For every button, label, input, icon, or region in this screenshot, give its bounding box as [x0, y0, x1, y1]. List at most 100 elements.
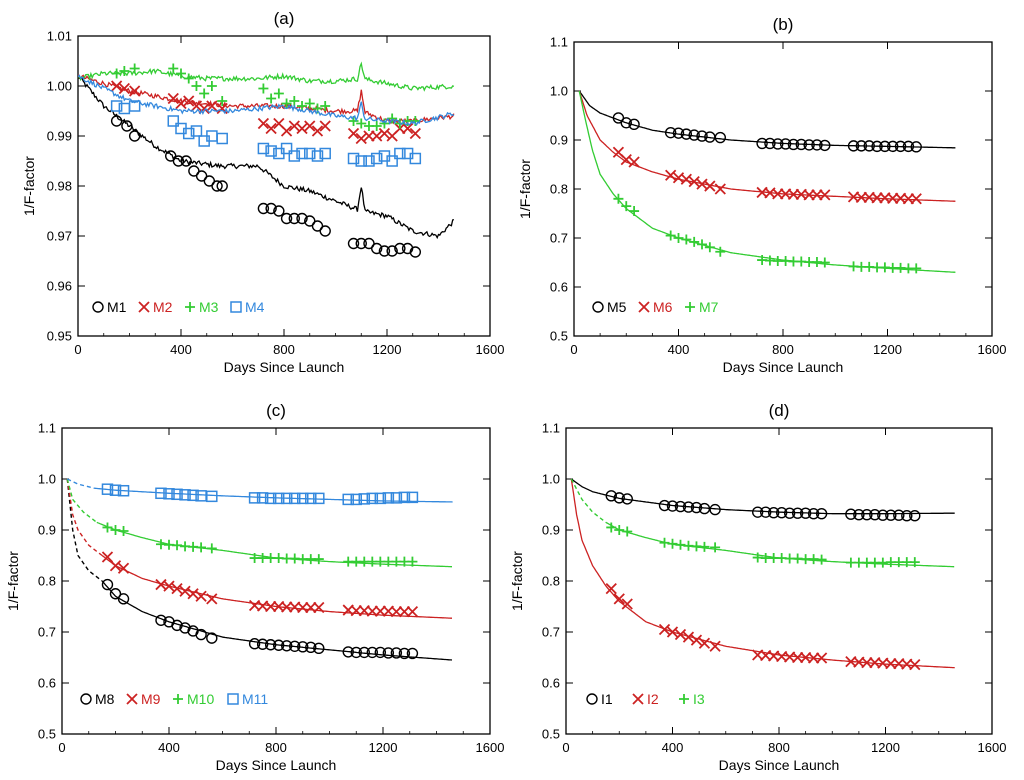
data-point	[171, 583, 183, 595]
series-line	[96, 521, 452, 568]
series-line-dashed	[66, 478, 95, 489]
panel-title: (c)	[266, 401, 286, 420]
data-point	[366, 646, 378, 659]
data-point	[119, 66, 130, 76]
data-point	[847, 140, 860, 152]
legend-label: M5	[607, 299, 627, 315]
data-point	[680, 128, 693, 140]
legend-label: M1	[107, 299, 127, 315]
data-point	[374, 605, 386, 617]
x-tick-label: 1600	[978, 740, 1007, 755]
data-point	[110, 100, 123, 112]
plot-frame	[77, 35, 491, 337]
x-tick-label: 800	[273, 342, 295, 357]
legend-marker	[638, 301, 650, 313]
legend-label: I1	[601, 691, 613, 707]
data-point	[406, 491, 419, 504]
data-point	[168, 63, 179, 74]
data-point	[621, 493, 633, 505]
data-point	[709, 503, 721, 516]
series-line	[78, 75, 455, 240]
data-point	[358, 493, 371, 505]
legend-marker	[685, 302, 695, 312]
data-point	[187, 489, 199, 502]
data-point	[355, 132, 367, 145]
data-point	[815, 507, 828, 520]
data-point	[155, 487, 167, 500]
panel-title: (b)	[773, 15, 794, 34]
data-point	[382, 492, 395, 504]
data-point	[853, 509, 865, 521]
data-point	[265, 202, 277, 215]
data-point	[894, 140, 907, 153]
legend-label: M3	[199, 299, 219, 315]
data-point	[752, 506, 764, 518]
data-point	[347, 237, 360, 250]
data-point	[101, 483, 114, 495]
data-point	[409, 152, 422, 165]
data-point	[121, 120, 133, 132]
data-point	[869, 509, 881, 521]
data-point	[111, 68, 122, 79]
legend-marker	[80, 693, 92, 705]
data-point	[350, 646, 362, 659]
x-tick-label: 1600	[978, 342, 1007, 357]
data-point	[195, 628, 207, 641]
series-I3	[570, 478, 955, 568]
data-point	[172, 540, 183, 551]
data-point	[682, 501, 695, 513]
y-tick-label: 0.8	[38, 574, 56, 589]
chart-panel-2: (c) 0 400 800 1200 1600 0.5 0.6 0.7 0.8 0.9 1.0 1.1 D…	[5, 401, 504, 773]
data-point	[787, 138, 800, 151]
data-point	[871, 140, 883, 153]
data-point	[621, 598, 633, 610]
data-point	[296, 147, 308, 160]
data-point	[305, 492, 317, 505]
data-point	[217, 96, 228, 106]
data-point	[811, 139, 823, 151]
data-point	[614, 525, 625, 535]
x-tick-label: 800	[772, 342, 794, 357]
series-line	[605, 521, 955, 568]
data-point	[779, 138, 792, 150]
y-tick-label: 1.1	[542, 421, 560, 436]
y-tick-label: 1.0	[550, 84, 568, 99]
data-point	[390, 605, 403, 618]
data-point	[109, 484, 122, 496]
data-point	[155, 614, 167, 626]
data-point	[371, 121, 382, 131]
legend-marker	[92, 301, 104, 313]
series-line	[78, 74, 455, 126]
y-tick-label: 0.6	[550, 280, 568, 295]
data-point	[366, 492, 379, 505]
data-point	[257, 142, 270, 155]
data-point	[406, 605, 419, 618]
data-point	[715, 246, 726, 257]
data-point	[613, 492, 625, 504]
data-point	[698, 637, 711, 649]
data-point	[665, 230, 676, 241]
data-point	[128, 130, 141, 142]
data-point	[665, 169, 677, 181]
series-M4	[78, 74, 455, 167]
data-point	[690, 634, 703, 646]
plot-frame	[61, 427, 491, 735]
data-point	[101, 551, 114, 563]
y-tick-label: 0.99	[47, 129, 72, 144]
data-point	[681, 234, 692, 245]
data-point	[342, 646, 354, 658]
data-point	[606, 522, 617, 533]
data-point	[280, 492, 293, 505]
data-point	[407, 556, 418, 567]
data-point	[401, 122, 414, 135]
data-point	[699, 541, 710, 552]
data-point	[347, 127, 360, 140]
legend-label: M8	[95, 691, 115, 707]
plot-frame	[573, 41, 993, 337]
data-point	[756, 137, 768, 150]
data-point	[767, 506, 780, 519]
data-point	[613, 193, 624, 204]
data-point	[819, 139, 831, 152]
data-point	[256, 492, 269, 504]
data-point	[620, 117, 632, 129]
